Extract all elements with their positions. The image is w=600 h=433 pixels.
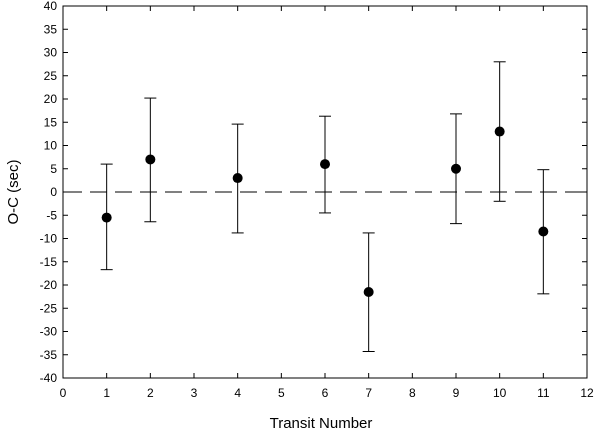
data-point <box>320 159 330 170</box>
y-tick-label: -5 <box>46 208 57 222</box>
y-tick-label: -35 <box>40 348 58 362</box>
data-point <box>538 226 549 237</box>
y-tick-label: -10 <box>40 232 58 246</box>
data-point <box>494 126 505 137</box>
y-tick-label: -20 <box>40 278 58 292</box>
data-point <box>101 212 112 223</box>
y-tick-label: 25 <box>44 69 58 83</box>
y-tick-label: -40 <box>40 371 58 385</box>
x-tick-label: 8 <box>409 386 416 400</box>
x-tick-label: 1 <box>103 386 110 400</box>
data-points <box>101 126 549 297</box>
x-tick-label: 7 <box>365 386 372 400</box>
data-point <box>145 154 156 165</box>
x-tick-label: 10 <box>493 386 507 400</box>
y-tick-label: 0 <box>50 185 57 199</box>
y-tick-label: 40 <box>44 0 58 13</box>
x-tick-label: 3 <box>191 386 198 400</box>
y-tick-label: 5 <box>50 162 57 176</box>
y-tick-label: 10 <box>44 139 58 153</box>
y-tick-label: 35 <box>44 22 58 36</box>
y-axis-title: O-C (sec) <box>5 160 22 225</box>
data-point <box>363 286 374 297</box>
x-tick-label: 11 <box>537 386 550 400</box>
x-tick-label: 6 <box>322 386 329 400</box>
x-tick-label: 0 <box>60 386 67 400</box>
x-tick-label: 9 <box>453 386 460 400</box>
y-tick-label: -15 <box>40 255 58 269</box>
y-axis-ticks: -40 -35 -30 -25 -20 -15 -10 -5 0 5 10 15 20 25 30 35 40 <box>40 0 587 385</box>
y-tick-label: 15 <box>44 115 58 129</box>
y-tick-label: -25 <box>40 301 58 315</box>
y-tick-label: 20 <box>44 92 58 106</box>
x-axis-title: Transit Number <box>270 415 373 432</box>
y-tick-label: 30 <box>44 46 58 60</box>
x-tick-label: 5 <box>278 386 285 400</box>
data-point <box>451 163 461 174</box>
y-tick-label: -30 <box>40 325 58 339</box>
error-bars <box>100 61 550 352</box>
x-tick-label: 4 <box>234 386 241 400</box>
x-tick-label: 12 <box>580 386 594 400</box>
data-point <box>232 173 243 184</box>
x-tick-label: 2 <box>147 386 154 400</box>
x-axis-ticks: 0 1 2 3 4 5 6 7 8 9 10 11 12 <box>60 6 594 400</box>
